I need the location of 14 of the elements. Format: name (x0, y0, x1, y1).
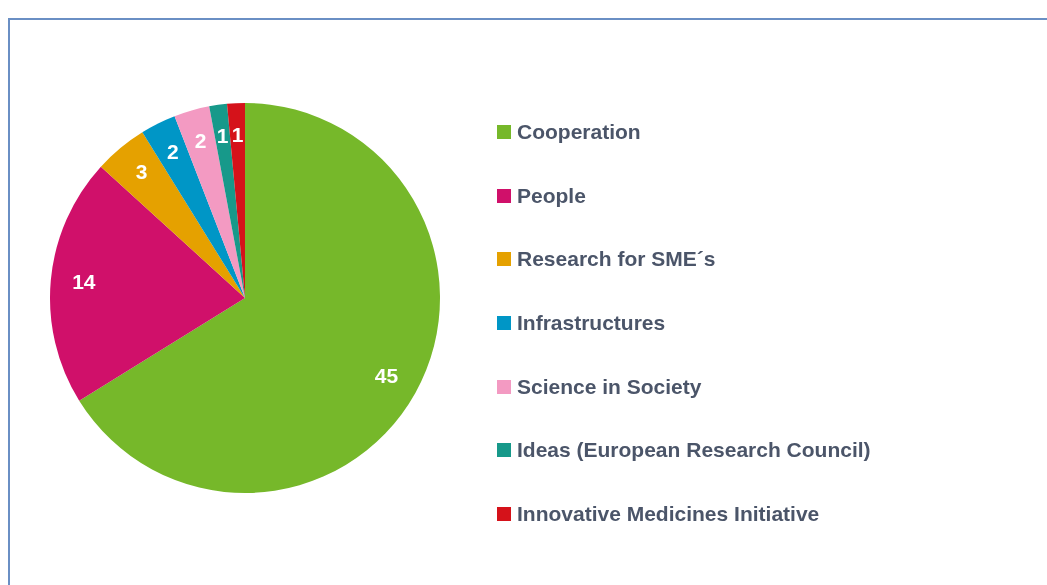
legend-label: People (517, 183, 586, 208)
data-label: 2 (194, 129, 207, 153)
legend-label: Infrastructures (517, 310, 666, 335)
data-label: 45 (374, 363, 399, 387)
data-label: 2 (167, 139, 179, 163)
legend-label: Research for SME´s (517, 247, 716, 272)
data-label: 1 (231, 123, 244, 147)
data-label: 1 (216, 124, 229, 148)
data-label: 14 (72, 269, 96, 293)
legend-label: Innovative Medicines Initiative (517, 501, 820, 526)
legend-label: Science in Society (517, 374, 702, 399)
data-label: 3 (135, 160, 148, 184)
legend-label: Cooperation (517, 119, 641, 144)
legend-label: Ideas (European Research Council) (517, 438, 871, 463)
